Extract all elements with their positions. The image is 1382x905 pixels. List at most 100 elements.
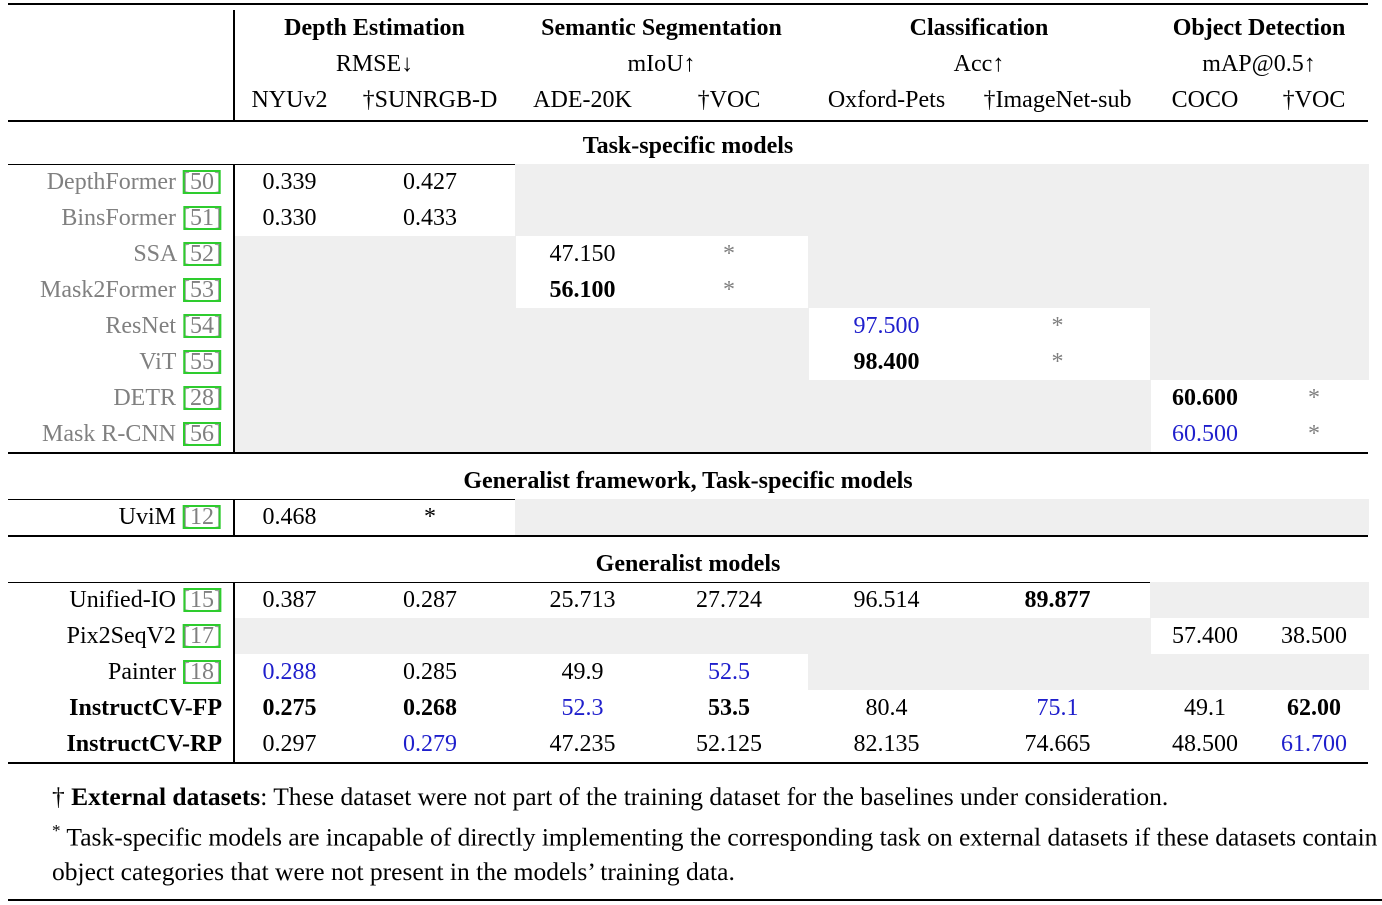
empty-cell	[234, 236, 346, 272]
group-title: Semantic Segmentation	[541, 15, 782, 41]
model-name: UviM [12]	[119, 502, 222, 532]
cell: 53.5	[708, 695, 750, 721]
cell: 0.279	[403, 731, 457, 757]
empty-cell	[965, 654, 1151, 690]
cell: 0.285	[403, 659, 457, 685]
column-divider	[233, 499, 235, 535]
empty-cell	[965, 416, 1151, 452]
dataset: †VOC	[1282, 87, 1346, 113]
reference: [51]	[182, 205, 222, 231]
reference: [50]	[182, 169, 222, 195]
rule	[8, 120, 1368, 122]
empty-cell	[1150, 344, 1261, 380]
empty-cell	[515, 499, 651, 535]
empty-cell	[345, 344, 516, 380]
empty-cell	[515, 380, 651, 416]
model-name: InstructCV-FP	[69, 693, 222, 723]
empty-cell	[965, 236, 1151, 272]
empty-cell	[1260, 236, 1369, 272]
empty-cell	[515, 164, 651, 200]
empty-cell	[808, 499, 966, 535]
footnote-mark: †	[52, 782, 65, 811]
cell: 38.500	[1281, 623, 1347, 649]
empty-cell	[515, 416, 651, 452]
model: Mask R-CNN	[42, 421, 177, 447]
empty-cell	[345, 416, 516, 452]
model: ResNet	[105, 313, 177, 339]
cell: 80.4	[865, 695, 908, 721]
empty-cell	[234, 308, 346, 344]
model: Painter	[108, 659, 177, 685]
cell: 49.9	[561, 659, 604, 685]
empty-cell	[650, 164, 809, 200]
column-divider	[233, 582, 235, 762]
empty-cell	[808, 380, 966, 416]
section-title: Generalist framework, Task-specific mode…	[463, 468, 913, 494]
footnote-text: Task-specific models are incapable of di…	[52, 822, 1378, 886]
model: InstructCV-RP	[66, 731, 222, 757]
model: InstructCV-FP	[69, 695, 222, 721]
cell: 52.3	[561, 695, 604, 721]
empty-cell	[234, 618, 346, 654]
model-name: InstructCV-RP	[66, 729, 222, 759]
empty-cell	[234, 416, 346, 452]
cell: 52.125	[696, 731, 762, 757]
empty-cell	[345, 618, 516, 654]
footnote-text: : These dataset were not part of the tra…	[260, 782, 1169, 811]
dataset: †VOC	[697, 87, 761, 113]
reference: [17]	[182, 623, 222, 649]
model-name: Mask R-CNN [56]	[42, 419, 222, 449]
cell: 0.287	[403, 587, 457, 613]
model-name: Pix2SeqV2 [17]	[67, 621, 222, 651]
metric: RMSE↓	[335, 51, 414, 77]
empty-cell	[1260, 308, 1369, 344]
cell: 56.100	[549, 277, 616, 303]
cell: 74.665	[1024, 731, 1091, 757]
empty-cell	[965, 618, 1151, 654]
group-title: Object Detection	[1172, 15, 1346, 41]
empty-cell	[650, 344, 809, 380]
cell: 62.00	[1287, 695, 1341, 721]
empty-cell	[650, 380, 809, 416]
cell: 0.330	[262, 205, 317, 231]
column-divider	[233, 10, 235, 120]
cell: *	[1051, 349, 1064, 375]
cell: 96.514	[853, 587, 920, 613]
dataset: ADE-20K	[533, 87, 632, 113]
empty-cell	[965, 272, 1151, 308]
empty-cell	[345, 380, 516, 416]
model-name: Mask2Former [53]	[40, 275, 222, 305]
empty-cell	[808, 236, 966, 272]
dataset: NYUv2	[251, 87, 328, 113]
model: Mask2Former	[40, 277, 177, 303]
empty-cell	[1150, 272, 1261, 308]
empty-cell	[650, 308, 809, 344]
empty-cell	[1150, 200, 1261, 236]
cell: 0.427	[403, 169, 457, 195]
reference: [52]	[182, 241, 222, 267]
empty-cell	[1260, 200, 1369, 236]
metric: mAP@0.5↑	[1202, 51, 1316, 77]
cell: *	[723, 277, 735, 303]
cell: 52.5	[708, 659, 750, 685]
footnote-term: External datasets	[71, 782, 261, 811]
group-title: Depth Estimation	[284, 15, 465, 41]
cell: 48.500	[1172, 731, 1238, 757]
cell: *	[424, 504, 436, 530]
footnote: * Task-specific models are incapable of …	[52, 814, 1380, 889]
empty-cell	[1260, 582, 1369, 618]
model: UviM	[118, 504, 177, 530]
cell: 0.275	[262, 695, 317, 721]
reference: [56]	[182, 421, 222, 447]
dataset: †SUNRGB-D	[362, 87, 498, 113]
empty-cell	[1260, 344, 1369, 380]
empty-cell	[345, 308, 516, 344]
empty-cell	[808, 618, 966, 654]
model-name: BinsFormer [51]	[61, 203, 222, 233]
model: ViT	[139, 349, 177, 375]
empty-cell	[808, 654, 966, 690]
cell: 82.135	[853, 731, 920, 757]
cell: *	[1308, 421, 1320, 447]
reference: [53]	[182, 277, 222, 303]
empty-cell	[1150, 164, 1261, 200]
